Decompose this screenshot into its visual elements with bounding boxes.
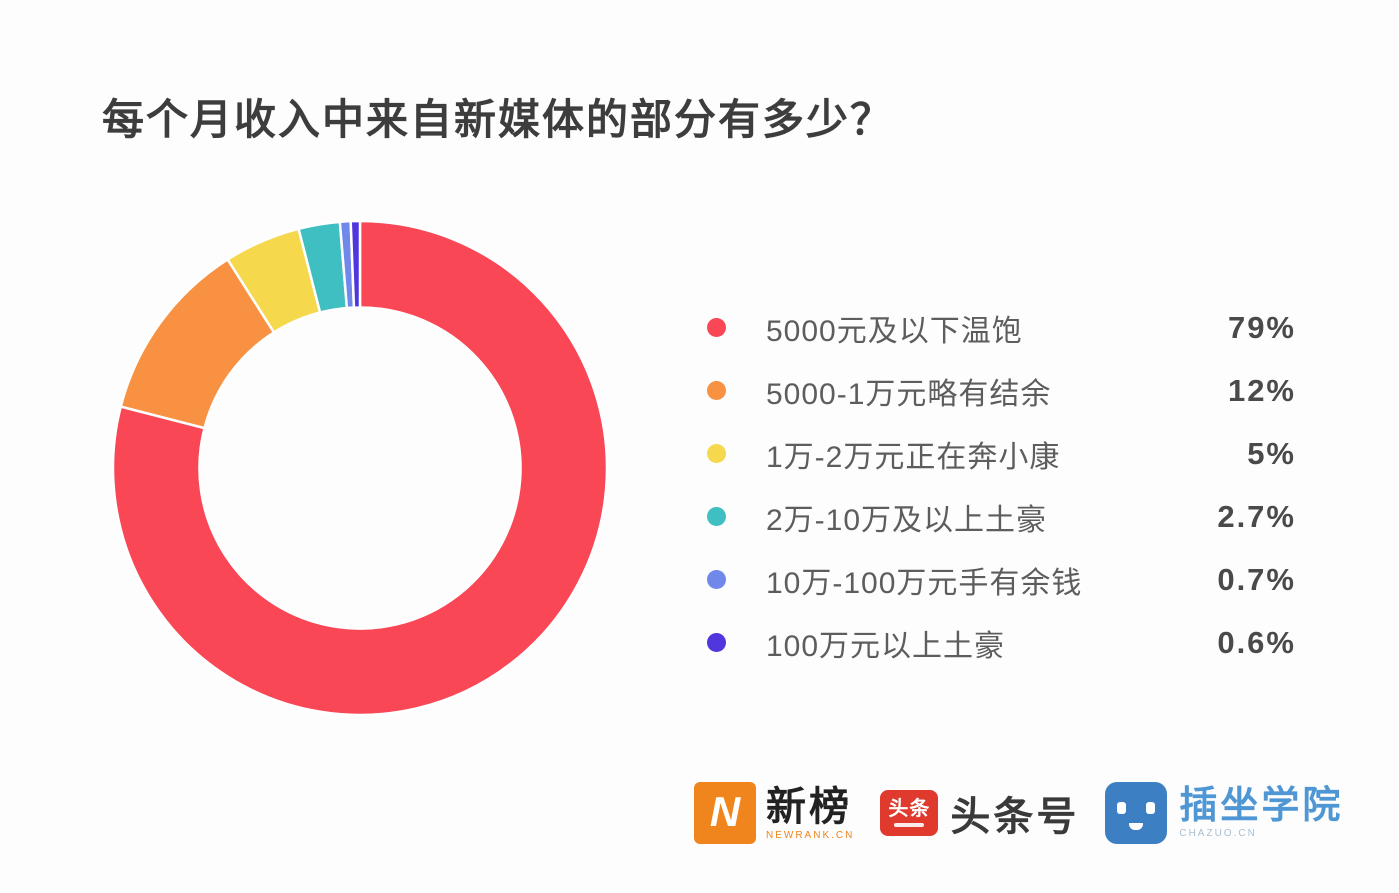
legend-item: 5000元及以下温饱 79% bbox=[700, 296, 1296, 359]
legend-item: 10万-100万元手有余钱 0.7% bbox=[700, 548, 1296, 611]
legend-color-dot-icon bbox=[707, 633, 726, 652]
legend-value: 5% bbox=[1247, 435, 1296, 471]
legend-item: 5000-1万元略有结余 12% bbox=[700, 359, 1296, 422]
legend-color-dot-icon bbox=[707, 381, 726, 400]
newrank-logo-icon: N bbox=[694, 782, 756, 844]
legend-label: 1万-2万元正在奔小康 bbox=[766, 440, 1061, 474]
legend-item: 2万-10万及以上土豪 2.7% bbox=[700, 485, 1296, 548]
legend-value: 12% bbox=[1227, 372, 1296, 408]
toutiao-logo: 头条 头条号 bbox=[880, 784, 1079, 842]
donut-chart-svg bbox=[111, 219, 609, 717]
chart-legend: 5000元及以下温饱 79% 5000-1万元略有结余 12% 1万-2万元正在… bbox=[700, 296, 1296, 674]
legend-label: 2万-10万及以上土豪 bbox=[766, 503, 1048, 537]
toutiao-name: 头条号 bbox=[950, 795, 1080, 839]
legend-color-dot-icon bbox=[707, 444, 726, 463]
chazuo-logo: 插坐学院 CHAZUO.CN bbox=[1105, 782, 1343, 844]
chazuo-subtext: CHAZUO.CN bbox=[1179, 828, 1257, 840]
legend-value: 2.7% bbox=[1217, 498, 1296, 534]
donut-slice-5 bbox=[349, 219, 362, 309]
chazuo-logo-text: 插坐学院 CHAZUO.CN bbox=[1179, 784, 1344, 840]
chazuo-name: 插坐学院 bbox=[1179, 784, 1344, 827]
footer-logos: N 新榜 NEWRANK.CN 头条 头条号 插坐学院 CHAZUO.CN bbox=[694, 778, 1343, 848]
legend-item: 100万元以上土豪 0.6% bbox=[700, 611, 1296, 674]
toutiao-icon-bar bbox=[894, 823, 925, 827]
newrank-name: 新榜 bbox=[766, 784, 852, 829]
chazuo-eye-right-icon bbox=[1146, 802, 1156, 814]
toutiao-icon-text: 头条 bbox=[888, 798, 931, 820]
legend-value: 0.6% bbox=[1217, 624, 1296, 660]
chazuo-face-icon bbox=[1105, 782, 1168, 844]
chart-title: 每个月收入中来自新媒体的部分有多少？ bbox=[102, 96, 895, 143]
legend-value: 0.7% bbox=[1217, 561, 1296, 597]
chazuo-mouth-icon bbox=[1129, 823, 1144, 830]
newrank-subtext: NEWRANK.CN bbox=[766, 829, 855, 841]
donut-slice-0 bbox=[111, 219, 609, 717]
newrank-logo: N 新榜 NEWRANK.CN bbox=[694, 782, 854, 844]
chazuo-eye-left-icon bbox=[1117, 802, 1127, 814]
legend-color-dot-icon bbox=[707, 318, 726, 337]
legend-label: 100万元以上土豪 bbox=[766, 629, 1006, 663]
legend-value: 79% bbox=[1227, 309, 1296, 345]
toutiao-logo-icon: 头条 bbox=[880, 790, 939, 836]
legend-color-dot-icon bbox=[707, 507, 726, 526]
newrank-logo-text: 新榜 NEWRANK.CN bbox=[766, 786, 854, 841]
donut-chart bbox=[110, 218, 610, 718]
legend-item: 1万-2万元正在奔小康 5% bbox=[700, 422, 1296, 485]
legend-color-dot-icon bbox=[707, 570, 726, 589]
legend-label: 5000元及以下温饱 bbox=[766, 314, 1023, 348]
legend-label: 10万-100万元手有余钱 bbox=[766, 566, 1083, 600]
legend-label: 5000-1万元略有结余 bbox=[766, 377, 1052, 411]
